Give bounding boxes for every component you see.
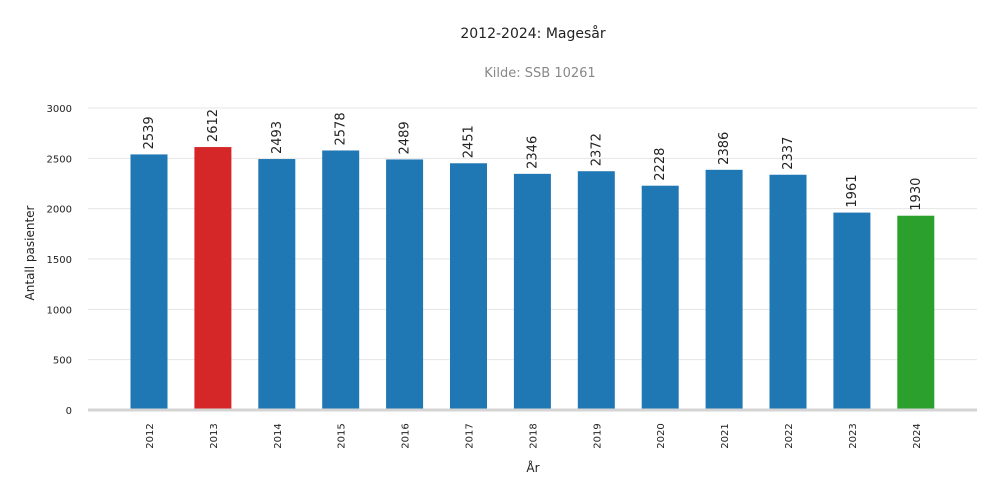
x-tick-label: 2024 [912, 423, 923, 448]
data-label-2024: 1930 [909, 178, 924, 211]
data-label-2023: 1961 [845, 174, 860, 207]
bar-2021 [705, 169, 743, 410]
data-label-2018: 2346 [525, 136, 540, 169]
data-label-2012: 2539 [142, 116, 157, 149]
data-label-2015: 2578 [334, 112, 349, 145]
bar-2016 [386, 159, 424, 410]
x-tick-label: 2019 [592, 423, 603, 448]
x-tick-label: 2014 [273, 423, 284, 448]
y-tick-label: 1000 [47, 305, 72, 316]
bar-2013 [194, 147, 232, 411]
x-tick-label: 2018 [528, 423, 539, 448]
bar-2020 [641, 185, 679, 410]
data-label-2020: 2228 [653, 148, 668, 181]
chart-subtitle: Kilde: SSB 10261 [484, 66, 595, 81]
data-label-2013: 2612 [206, 109, 221, 142]
bar-2019 [577, 171, 615, 410]
x-tick-label: 2022 [784, 423, 795, 448]
data-label-2022: 2337 [781, 137, 796, 170]
y-tick-label: 2000 [47, 205, 72, 216]
bar-2018 [513, 173, 551, 410]
x-tick-label: 2017 [465, 423, 476, 448]
x-axis-ticks: 2012 2013 2014 2015 2016 2017 2018 2019 2020 2021… [145, 423, 923, 448]
bar-2012 [130, 154, 168, 410]
x-tick-label: 2016 [401, 423, 412, 448]
x-tick-label: 2012 [145, 423, 156, 448]
bar-2024 [897, 215, 935, 410]
data-label-2016: 2489 [398, 121, 413, 154]
data-label-2021: 2386 [717, 132, 732, 165]
x-tick-label: 2020 [656, 423, 667, 448]
x-tick-label: 2013 [209, 423, 220, 448]
x-tick-label: 2021 [720, 423, 731, 448]
bar-2014 [258, 159, 296, 410]
y-tick-label: 3000 [47, 104, 72, 115]
bar-2022 [769, 174, 807, 410]
y-axis-label: Antall pasienter [23, 205, 37, 300]
data-label-2019: 2372 [589, 133, 604, 166]
data-label-2014: 2493 [270, 121, 285, 154]
x-tick-label: 2023 [848, 423, 859, 448]
x-axis-label: År [526, 460, 539, 475]
bar-2023 [833, 212, 871, 410]
y-tick-label: 1500 [47, 255, 72, 266]
bar-2017 [450, 163, 487, 410]
y-tick-label: 0 [66, 406, 72, 417]
y-tick-label: 2500 [47, 154, 72, 165]
x-tick-label: 2015 [337, 423, 348, 448]
y-tick-label: 500 [53, 356, 72, 367]
data-label-2017: 2451 [462, 125, 477, 158]
chart-title: 2012-2024: Magesår [460, 25, 606, 42]
y-axis-ticks: 0 500 1000 1500 2000 2500 3000 [47, 104, 72, 417]
data-labels: 2539 2612 2493 2578 2489 2451 2346 2372 2228 2386… [142, 109, 924, 211]
bar-2015 [322, 150, 360, 411]
bars [130, 147, 935, 411]
